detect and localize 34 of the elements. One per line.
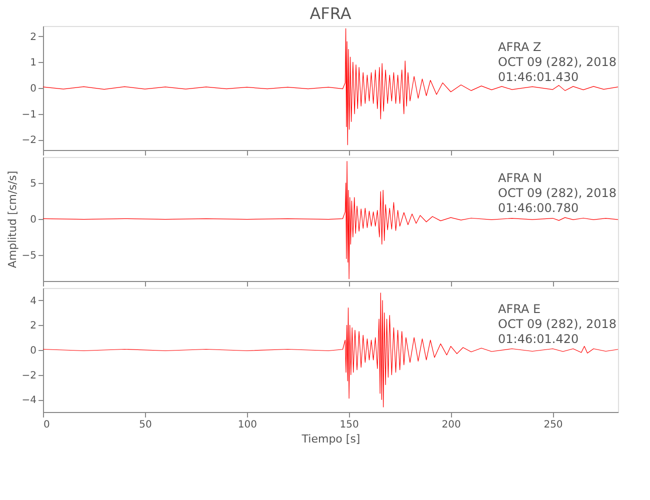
y-tick-label: 0 <box>30 346 36 356</box>
annotation: AFRA Z <box>498 40 542 54</box>
line-series <box>42 292 618 408</box>
y-tick-label: 2 <box>30 32 36 43</box>
annotation: OCT 09 (282), 2018 <box>498 55 616 69</box>
line-series <box>42 161 618 280</box>
y-tick-label: −2 <box>22 370 36 382</box>
annotation: AFRA N <box>498 171 542 185</box>
annotation: 01:46:01.430 <box>498 70 579 84</box>
chart-title: AFRA <box>310 4 352 23</box>
y-tick-label: 2 <box>30 320 36 332</box>
x-tick-label: 100 <box>238 420 257 430</box>
line-series <box>42 28 618 146</box>
annotation: OCT 09 (282), 2018 <box>498 186 616 200</box>
y-tick-label: 1 <box>30 58 36 69</box>
y-tick-label: 5 <box>30 178 36 190</box>
y-axis-title: Amplitud [cm/s/s] <box>6 170 19 268</box>
y-tick-label: −5 <box>22 250 36 262</box>
x-axis-title: Tiempo [s] <box>300 432 360 446</box>
x-tick-label: 50 <box>139 420 152 430</box>
y-tick-label: 0 <box>30 214 36 226</box>
x-tick-label: 0 <box>44 420 50 430</box>
y-tick-label: −4 <box>22 395 36 406</box>
y-tick-label: 0 <box>30 84 36 94</box>
annotation: OCT 09 (282), 2018 <box>498 317 616 331</box>
x-tick-label: 250 <box>544 420 563 430</box>
annotation: AFRA E <box>498 302 541 316</box>
x-tick-label: 150 <box>340 420 359 430</box>
y-tick-label: −1 <box>22 109 36 120</box>
annotation: 01:46:01.420 <box>498 332 579 346</box>
annotation: 01:46:00.780 <box>498 201 579 215</box>
x-tick-label: 200 <box>442 420 461 430</box>
y-tick-label: −2 <box>22 135 36 146</box>
y-tick-label: 4 <box>30 296 36 307</box>
